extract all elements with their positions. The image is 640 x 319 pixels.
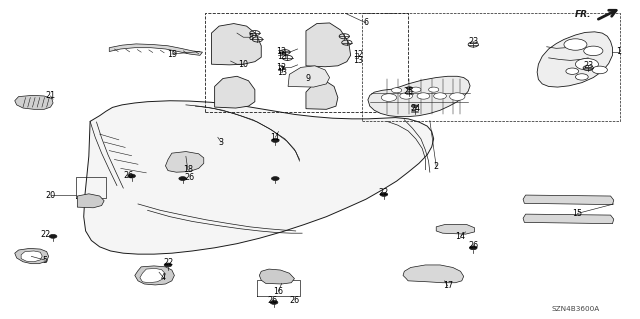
Text: 10: 10 [238, 60, 248, 69]
Polygon shape [211, 24, 261, 65]
Text: 12: 12 [276, 63, 287, 72]
Polygon shape [259, 269, 294, 284]
Text: 3: 3 [218, 137, 223, 146]
Circle shape [564, 39, 587, 50]
Text: FR.: FR. [575, 11, 591, 19]
Circle shape [164, 263, 172, 267]
Polygon shape [436, 225, 474, 234]
Polygon shape [368, 76, 470, 117]
Polygon shape [166, 152, 204, 172]
Circle shape [575, 58, 598, 70]
Circle shape [381, 94, 397, 101]
Text: 22: 22 [163, 258, 173, 267]
Text: 24: 24 [411, 104, 421, 113]
Text: 22: 22 [40, 230, 51, 239]
Text: 6: 6 [364, 19, 369, 27]
Circle shape [417, 93, 430, 99]
Polygon shape [84, 101, 434, 254]
Text: 21: 21 [45, 92, 56, 100]
Circle shape [450, 93, 465, 100]
Polygon shape [140, 269, 166, 283]
Text: 2: 2 [434, 162, 439, 171]
Circle shape [271, 177, 279, 181]
Text: 19: 19 [167, 49, 177, 59]
Circle shape [584, 46, 603, 56]
Circle shape [179, 177, 186, 181]
Polygon shape [15, 249, 49, 264]
Text: 23: 23 [468, 38, 478, 47]
Circle shape [380, 193, 388, 196]
Text: SZN4B3600A: SZN4B3600A [551, 306, 600, 312]
Text: 18: 18 [183, 165, 193, 174]
Circle shape [392, 88, 402, 93]
Polygon shape [214, 76, 255, 108]
Circle shape [434, 93, 447, 99]
Polygon shape [15, 95, 53, 109]
Ellipse shape [406, 87, 413, 89]
Text: 4: 4 [161, 273, 166, 282]
Circle shape [411, 87, 421, 92]
Circle shape [469, 246, 477, 250]
Text: 26: 26 [124, 171, 134, 180]
Text: 13: 13 [276, 52, 287, 62]
Text: 16: 16 [273, 287, 284, 296]
Text: 13: 13 [276, 68, 287, 77]
Polygon shape [77, 194, 104, 208]
Text: 17: 17 [443, 281, 452, 290]
Polygon shape [109, 44, 202, 55]
Text: 22: 22 [379, 188, 389, 197]
Polygon shape [288, 66, 330, 87]
Text: 11: 11 [270, 133, 280, 142]
Circle shape [271, 138, 279, 142]
Circle shape [566, 68, 579, 74]
Text: 20: 20 [45, 190, 56, 200]
Circle shape [429, 87, 439, 92]
Circle shape [270, 300, 278, 304]
Ellipse shape [412, 105, 418, 108]
Text: 9: 9 [306, 74, 311, 83]
Text: 14: 14 [456, 232, 465, 241]
Polygon shape [523, 195, 614, 204]
Polygon shape [537, 32, 612, 87]
Polygon shape [523, 214, 614, 224]
Text: 26: 26 [289, 296, 300, 305]
Polygon shape [306, 23, 351, 67]
Circle shape [128, 174, 136, 178]
Polygon shape [403, 265, 464, 283]
Circle shape [592, 66, 607, 74]
Text: 26: 26 [468, 241, 478, 250]
Polygon shape [21, 251, 42, 262]
Circle shape [49, 234, 57, 238]
Text: 12: 12 [276, 47, 287, 56]
Text: 12: 12 [353, 50, 364, 59]
Text: 13: 13 [353, 56, 364, 64]
Text: 25: 25 [403, 87, 413, 96]
Text: 7: 7 [279, 66, 284, 75]
Circle shape [575, 74, 588, 80]
Polygon shape [306, 81, 338, 109]
Circle shape [400, 93, 413, 99]
Text: 26: 26 [267, 296, 277, 305]
Text: 26: 26 [184, 174, 194, 182]
Polygon shape [135, 266, 174, 285]
Text: 5: 5 [43, 256, 48, 265]
Text: 8: 8 [248, 33, 253, 42]
Text: 1: 1 [616, 47, 621, 56]
Text: 15: 15 [572, 209, 582, 218]
Text: 23: 23 [583, 61, 593, 70]
